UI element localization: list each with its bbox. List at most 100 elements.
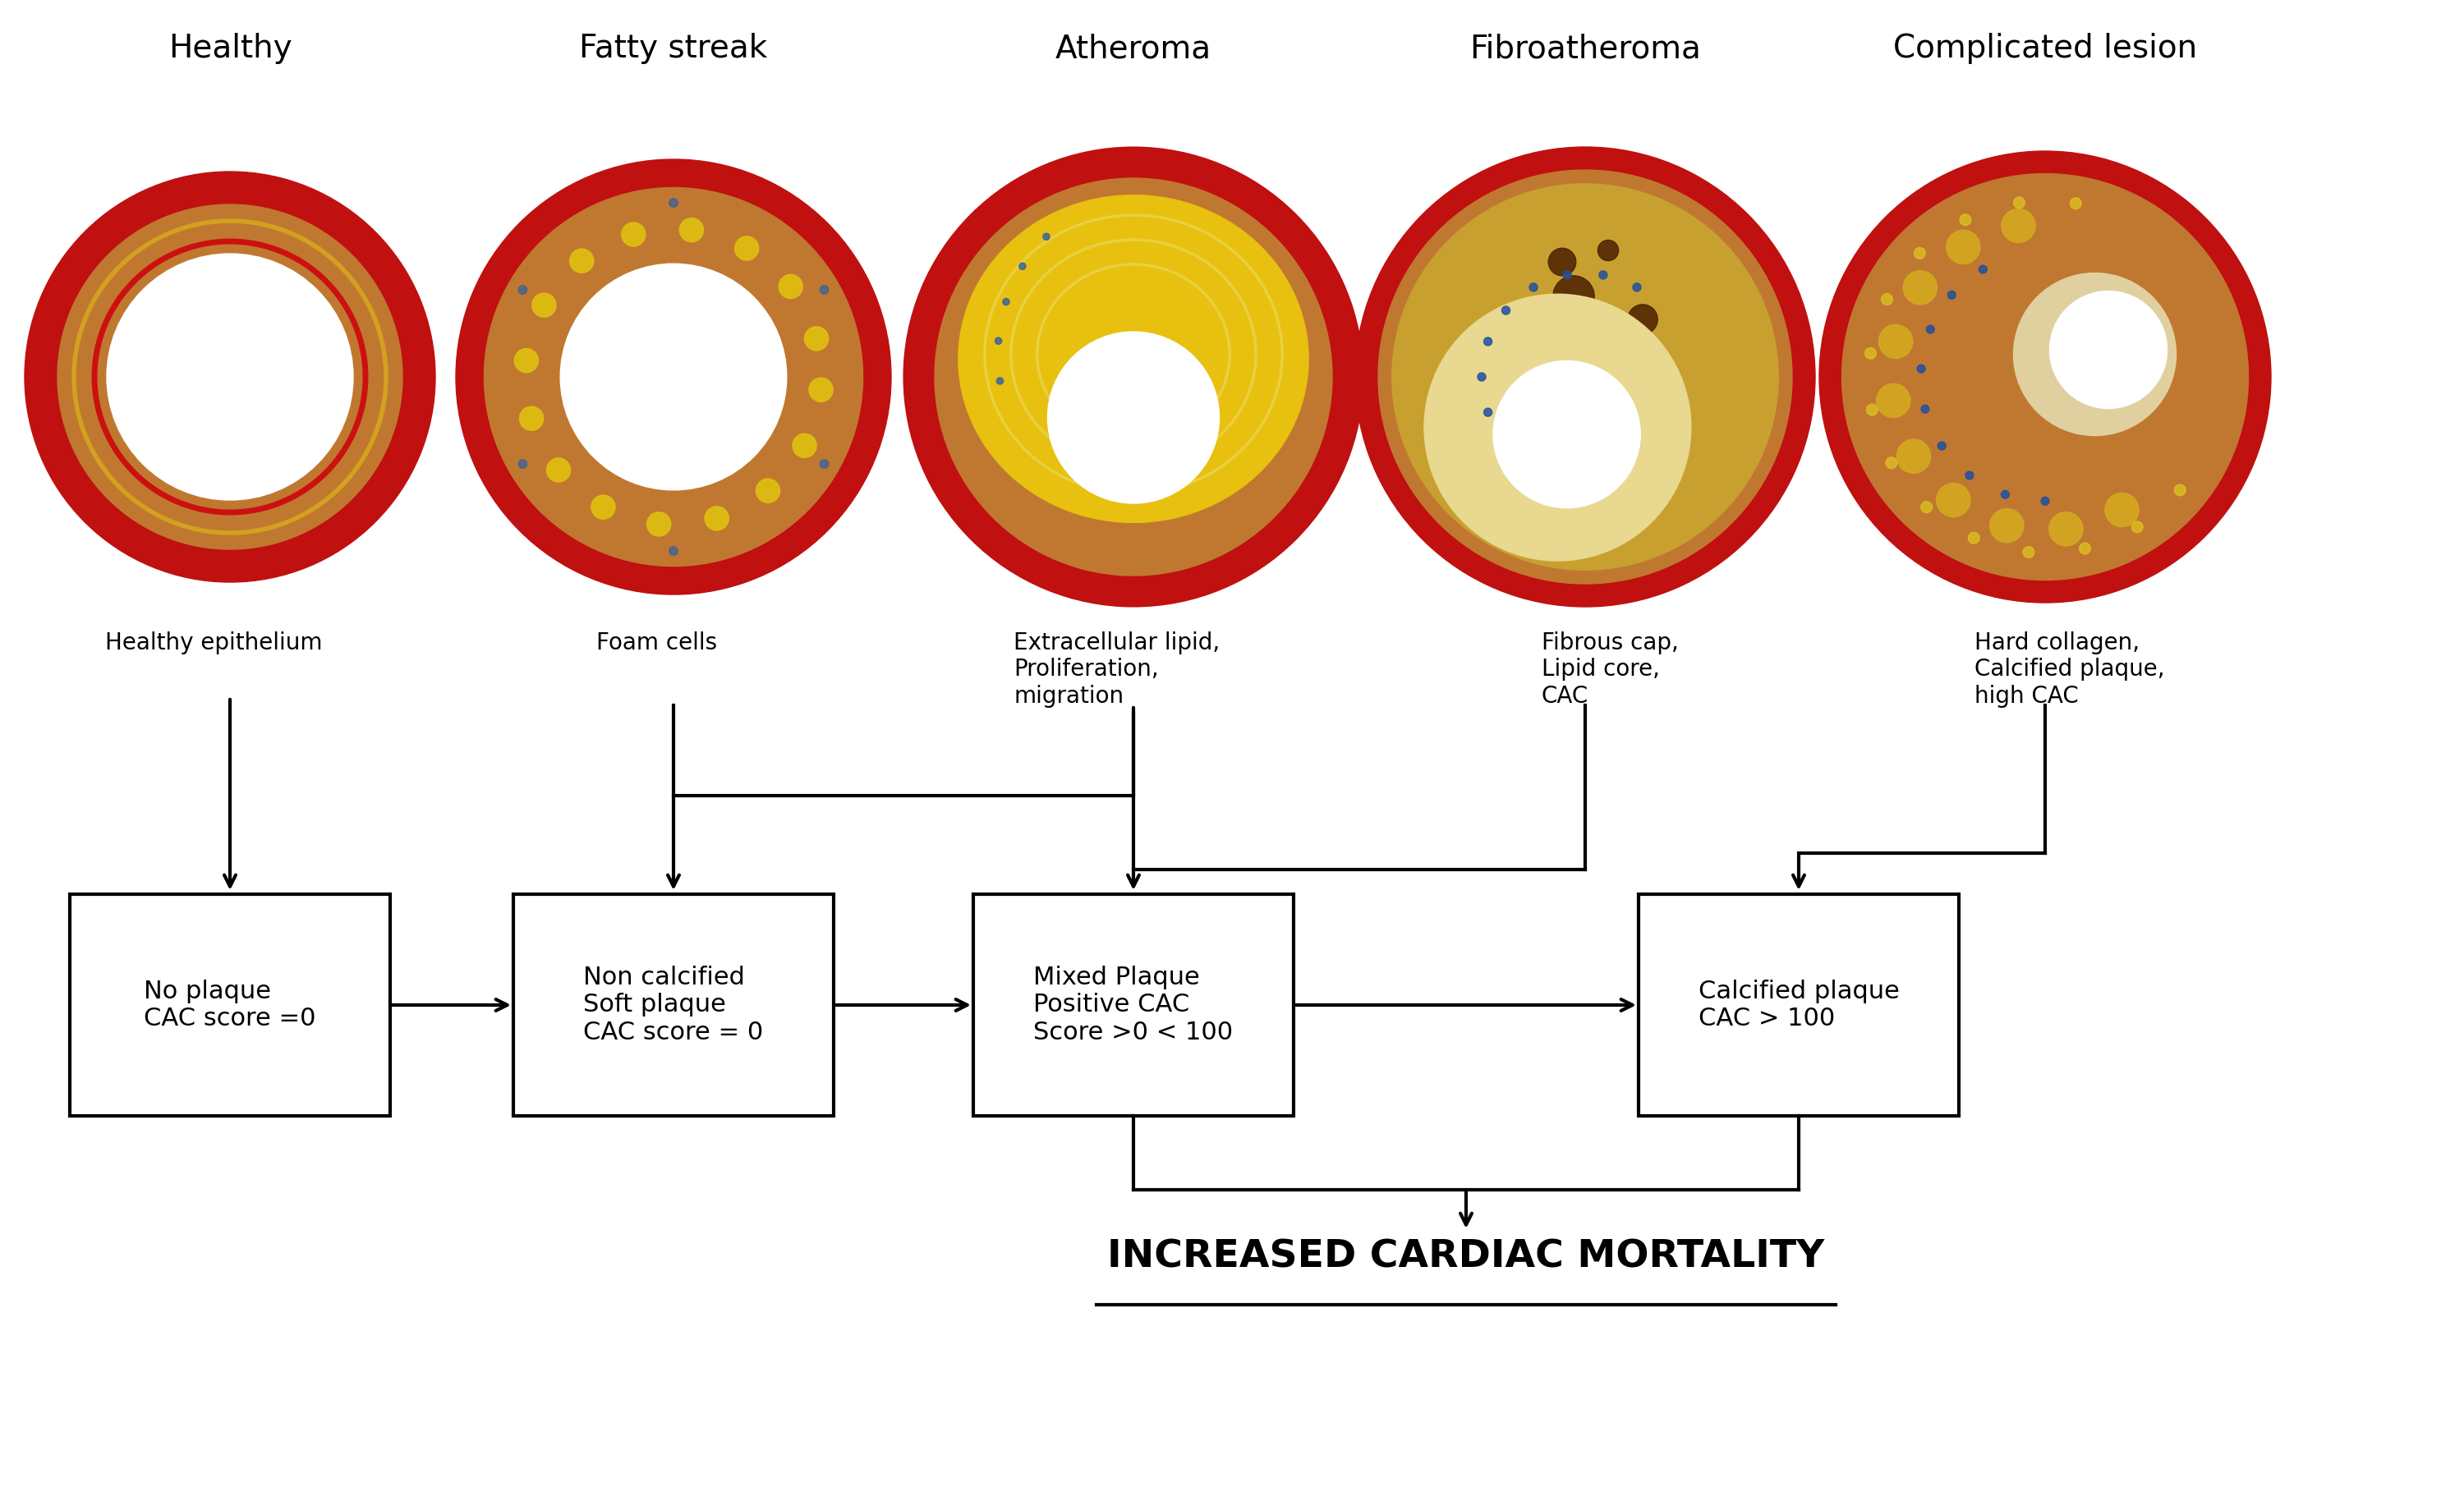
Circle shape xyxy=(670,198,678,207)
Text: Atheroma: Atheroma xyxy=(1055,33,1212,63)
Circle shape xyxy=(821,285,828,294)
Circle shape xyxy=(57,204,402,550)
Circle shape xyxy=(1634,284,1641,291)
Circle shape xyxy=(2173,485,2186,495)
FancyBboxPatch shape xyxy=(973,894,1294,1116)
Circle shape xyxy=(2013,196,2025,208)
FancyBboxPatch shape xyxy=(1639,894,1959,1116)
Circle shape xyxy=(1991,509,2023,542)
Text: Calcified plaque
CAC > 100: Calcified plaque CAC > 100 xyxy=(1698,980,1900,1031)
Circle shape xyxy=(2104,492,2139,527)
Circle shape xyxy=(2050,512,2082,547)
Circle shape xyxy=(1599,270,1607,279)
Circle shape xyxy=(559,264,786,491)
Circle shape xyxy=(1841,174,2247,580)
Circle shape xyxy=(591,495,616,519)
Circle shape xyxy=(1927,325,1934,334)
Circle shape xyxy=(1493,361,1641,507)
Circle shape xyxy=(907,151,1360,602)
Circle shape xyxy=(483,187,862,566)
Circle shape xyxy=(1882,293,1892,305)
Ellipse shape xyxy=(958,195,1308,522)
Circle shape xyxy=(517,285,527,294)
Circle shape xyxy=(1959,214,1971,225)
Circle shape xyxy=(793,433,816,458)
Circle shape xyxy=(1042,233,1050,240)
Circle shape xyxy=(1547,248,1577,276)
Circle shape xyxy=(2001,491,2008,498)
Circle shape xyxy=(2050,291,2168,409)
Circle shape xyxy=(1424,294,1690,560)
Text: Mixed Plaque
Positive CAC
Score >0 < 100: Mixed Plaque Positive CAC Score >0 < 100 xyxy=(1032,965,1234,1045)
Circle shape xyxy=(705,506,729,530)
Text: Complicated lesion: Complicated lesion xyxy=(1892,33,2198,63)
FancyBboxPatch shape xyxy=(69,894,389,1116)
Circle shape xyxy=(1922,501,1932,513)
Circle shape xyxy=(1922,405,1929,414)
Circle shape xyxy=(803,326,828,350)
Circle shape xyxy=(1501,307,1510,314)
Text: Extracellular lipid,
Proliferation,
migration: Extracellular lipid, Proliferation, migr… xyxy=(1013,631,1220,708)
Text: Healthy: Healthy xyxy=(168,33,291,63)
Circle shape xyxy=(1609,423,1631,445)
Circle shape xyxy=(621,222,646,246)
Circle shape xyxy=(1597,240,1619,261)
Circle shape xyxy=(1937,483,1971,516)
Circle shape xyxy=(2023,547,2035,557)
Circle shape xyxy=(995,378,1003,385)
Circle shape xyxy=(1947,230,1981,264)
Circle shape xyxy=(1003,299,1010,305)
Circle shape xyxy=(1937,442,1947,450)
Circle shape xyxy=(1865,405,1878,415)
Circle shape xyxy=(1818,151,2272,602)
Circle shape xyxy=(1969,533,1979,544)
Circle shape xyxy=(1885,458,1897,468)
Circle shape xyxy=(547,458,572,482)
Text: No plaque
CAC score =0: No plaque CAC score =0 xyxy=(143,980,315,1031)
Circle shape xyxy=(2001,208,2035,243)
FancyBboxPatch shape xyxy=(513,894,833,1116)
Circle shape xyxy=(1629,305,1658,334)
Circle shape xyxy=(569,249,594,273)
Text: Foam cells: Foam cells xyxy=(596,631,717,654)
Circle shape xyxy=(1902,270,1937,305)
Text: Fibroatheroma: Fibroatheroma xyxy=(1469,33,1700,63)
Circle shape xyxy=(821,459,828,468)
Circle shape xyxy=(1483,408,1493,417)
Text: Healthy epithelium: Healthy epithelium xyxy=(106,631,323,654)
Circle shape xyxy=(808,378,833,402)
Circle shape xyxy=(1552,276,1594,317)
Circle shape xyxy=(734,237,759,260)
Circle shape xyxy=(1979,266,1986,273)
Text: INCREASED CARDIAC MORTALITY: INCREASED CARDIAC MORTALITY xyxy=(1106,1240,1826,1276)
Circle shape xyxy=(934,178,1333,575)
Circle shape xyxy=(1865,347,1875,359)
Circle shape xyxy=(2013,273,2176,435)
Text: Hard collagen,
Calcified plaque,
high CAC: Hard collagen, Calcified plaque, high CA… xyxy=(1974,631,2166,708)
Circle shape xyxy=(1377,171,1791,584)
Circle shape xyxy=(1493,376,1518,402)
Circle shape xyxy=(1047,332,1220,503)
Circle shape xyxy=(25,172,436,583)
Circle shape xyxy=(1478,373,1486,381)
Text: Fatty streak: Fatty streak xyxy=(579,33,769,63)
Circle shape xyxy=(1947,291,1956,299)
Circle shape xyxy=(1483,337,1493,346)
Circle shape xyxy=(1878,384,1910,418)
Circle shape xyxy=(1878,325,1912,358)
Text: Non calcified
Soft plaque
CAC score = 0: Non calcified Soft plaque CAC score = 0 xyxy=(584,965,764,1045)
Circle shape xyxy=(1915,248,1924,258)
Circle shape xyxy=(779,275,803,299)
Circle shape xyxy=(2131,521,2144,533)
Circle shape xyxy=(517,459,527,468)
Circle shape xyxy=(2040,497,2050,506)
Circle shape xyxy=(515,349,537,373)
Circle shape xyxy=(1917,365,1924,373)
Circle shape xyxy=(1897,439,1932,473)
Circle shape xyxy=(670,547,678,556)
Circle shape xyxy=(680,217,705,242)
Circle shape xyxy=(532,293,557,317)
Circle shape xyxy=(648,512,670,536)
Circle shape xyxy=(1392,184,1779,569)
Circle shape xyxy=(1510,314,1545,347)
